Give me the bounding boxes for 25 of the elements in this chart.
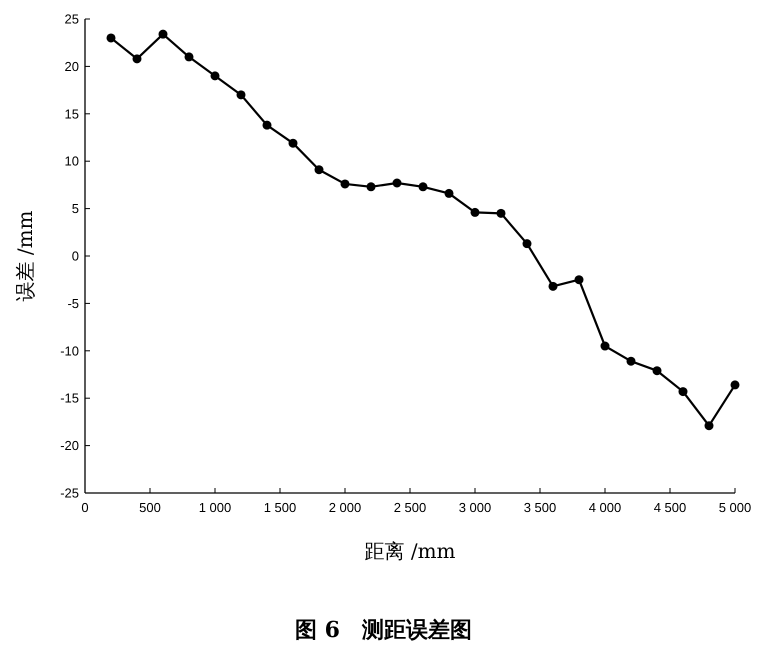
y-tick-label: -10 [60,343,79,358]
y-tick-label: -5 [67,296,79,311]
x-tick-label: 1 000 [198,500,232,515]
x-tick-label: 4 500 [654,500,686,515]
x-tick-label: 0 [81,500,89,515]
y-tick-label: 25 [64,12,79,26]
x-tick-label: 2 500 [394,500,426,515]
ylabel: 误差 /mm [13,210,37,302]
x-tick-label: 1 500 [264,500,296,515]
x-tick-label: 4 000 [588,500,622,515]
x-tick-label: 3 000 [458,500,492,515]
x-tick-label: 500 [139,500,161,515]
y-tick-label: 5 [72,201,79,216]
y-tick-label: 15 [64,106,79,122]
y-tick-label: 20 [64,58,79,74]
y-tick-label: 0 [72,248,79,264]
x-tick-label: 2 000 [328,500,362,515]
y-tick-label: -20 [60,438,79,454]
y-tick-label: -15 [60,390,79,406]
xlabel: 距离 /mm [364,539,456,563]
x-tick-label: 3 500 [524,500,556,515]
x-tick-label: 5 000 [718,500,752,515]
y-tick-label: -25 [60,486,79,500]
y-tick-label: 10 [64,154,79,169]
title: 图 6 测距误差图 [295,617,472,643]
